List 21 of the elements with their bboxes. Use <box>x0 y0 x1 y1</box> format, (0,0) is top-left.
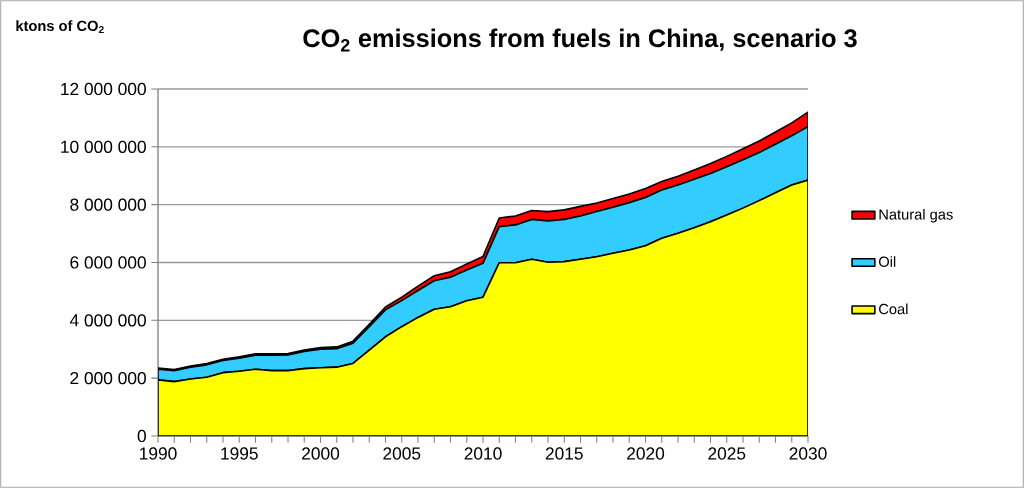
x-tick-label: 2010 <box>464 447 502 460</box>
x-tick-label: 2005 <box>383 447 421 460</box>
x-tick-label: 2020 <box>627 447 665 460</box>
x-tick-label: 2015 <box>545 447 583 460</box>
y-tick-label: 10 000 000 <box>61 140 146 153</box>
y-tick-label: 4 000 000 <box>69 314 146 327</box>
x-tick-label: 2030 <box>789 447 827 460</box>
y-tick-label: 0 <box>137 429 146 443</box>
y-axis-title: ktons of CO$_{2}$ <box>16 20 104 34</box>
y-tick-label: 12 000 000 <box>61 82 146 96</box>
legend-label: Natural gas <box>879 208 953 223</box>
x-tick-label: 2025 <box>708 447 746 460</box>
y-tick-label: 6 000 000 <box>70 256 146 269</box>
x-tick-label: 2000 <box>302 447 340 460</box>
legend-label: Coal <box>879 303 908 315</box>
y-tick-label: 2 000 000 <box>70 372 146 385</box>
x-tick-label: 1995 <box>221 447 258 460</box>
x-tick-label: 1990 <box>140 447 177 460</box>
chart-title: CO$_{2}$ emissions from fuels in China, scenario 3 <box>303 28 857 52</box>
y-tick-label: 8 000 000 <box>70 198 146 211</box>
legend-label: Oil <box>878 256 896 267</box>
